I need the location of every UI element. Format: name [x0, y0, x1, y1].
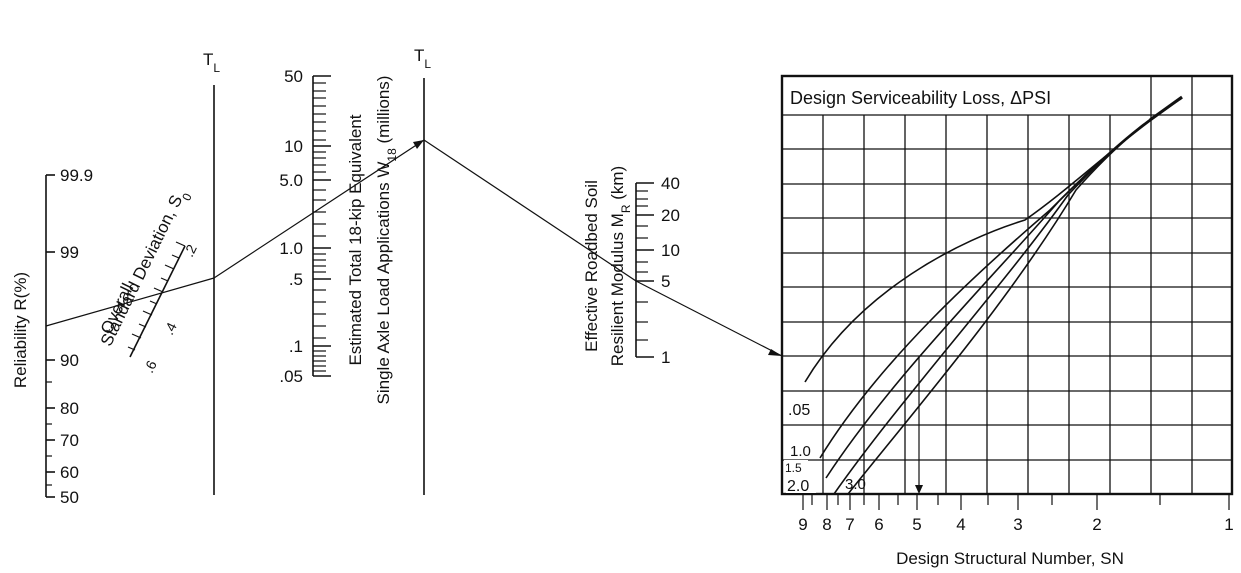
std-dev-tick-label: .4: [160, 320, 180, 338]
w18-tick-label: 5.0: [279, 171, 303, 190]
curve-label: 1.0: [790, 443, 811, 460]
w18-title-line2: Single Axle Load Applications W18 (milli…: [374, 76, 399, 405]
mr-tick-label: 40: [661, 174, 680, 193]
sn-arrowhead: [915, 485, 923, 494]
sn-tick-label: 1: [1224, 515, 1233, 534]
chart-title-box: [786, 80, 1104, 112]
mr-scale: 40 20 10 5 1 Effective Roadbed Soil Resi…: [582, 166, 680, 367]
sn-axis-title: Design Structural Number, SN: [896, 549, 1124, 568]
w18-tick-label: .05: [279, 367, 303, 386]
sn-axis-ticks: [802, 494, 1230, 510]
mr-tick-label: 20: [661, 206, 680, 225]
mr-tick-label: 10: [661, 241, 680, 260]
w18-tick-label: 50: [284, 67, 303, 86]
curve-psi-1.5: [825, 97, 1183, 479]
std-dev-axis-line: [129, 245, 186, 358]
turning-line-2: TL: [414, 46, 431, 495]
mr-ticks: [636, 182, 654, 358]
curve-label-bg: [786, 475, 816, 493]
reliability-tick-label: 99: [60, 243, 79, 262]
sn-tick-label: 7: [845, 515, 854, 534]
mr-tick-label: 1: [661, 348, 670, 367]
w18-tick-label: .5: [289, 270, 303, 289]
w18-tick-label: .1: [289, 337, 303, 356]
chart-grid: [782, 76, 1232, 494]
curve-label: 1.5: [785, 461, 802, 475]
curve-convergence: [1149, 95, 1183, 122]
curve-psi-1.0: [819, 97, 1183, 459]
chart-title: Design Serviceability Loss, ΔPSI: [790, 88, 1051, 108]
path-reliability-to-tl1: [45, 277, 215, 327]
mr-title-line1: Effective Roadbed Soil: [582, 180, 601, 352]
reliability-tick-label: 70: [60, 431, 79, 450]
sn-tick-label: 6: [874, 515, 883, 534]
reliability-ticks: [46, 174, 55, 498]
turning-line-1-label: TL: [203, 50, 220, 75]
w18-scale: 50 10 5.0 1.0 .5 .1 .05 Estimated Total …: [279, 67, 399, 404]
reliability-tick-label: 80: [60, 399, 79, 418]
path-tl2-to-mr: [423, 139, 637, 282]
sn-tick-label: 2: [1092, 515, 1101, 534]
sn-tick-label: 9: [798, 515, 807, 534]
sn-tick-label: 3: [1013, 515, 1022, 534]
sn-tick-label: 8: [822, 515, 831, 534]
std-dev-tick-label: .2: [180, 242, 200, 260]
curve-label: 3.0: [845, 476, 866, 493]
w18-tick-label: 10: [284, 137, 303, 156]
path-arrowhead: [413, 140, 424, 149]
curve-label-bg: [788, 440, 816, 458]
curve-psi-2.0: [833, 97, 1183, 495]
curve-label: .05: [788, 402, 810, 419]
curve-psi-3.0: [847, 97, 1183, 495]
path-tl1-to-tl2: [213, 139, 425, 279]
std-dev-tick-label: .6: [140, 358, 160, 376]
chart-frame: [780, 74, 1234, 496]
curve-label-bg: [786, 398, 818, 418]
reliability-tick-label: 60: [60, 463, 79, 482]
turning-line-2-label: TL: [414, 46, 431, 71]
path-arrowhead: [768, 349, 782, 356]
w18-tick-label: 1.0: [279, 239, 303, 258]
reliability-scale: 99.9 99 90 80 70 60 50 Reliability R(%): [11, 166, 93, 507]
mr-title-line2: Resilient Modulus MR (km): [608, 166, 633, 366]
path-mr-to-chart: [635, 280, 783, 357]
curve-label-bg: [784, 460, 808, 474]
serviceability-curves: [804, 95, 1183, 495]
w18-ticks: [313, 75, 331, 377]
sn-tick-label: 4: [956, 515, 965, 534]
w18-title-line1: Estimated Total 18-kip Equivalent: [346, 114, 365, 365]
design-chart: Design Serviceability Loss, ΔPSI .05 1.0…: [780, 74, 1234, 568]
std-dev-scale: .2 .4 .6 Overall Standard Deviation, S0: [97, 191, 200, 376]
reliability-tick-label: 90: [60, 351, 79, 370]
reliability-tick-label: 50: [60, 488, 79, 507]
solution-path: [45, 139, 783, 357]
sn-tick-label: 5: [912, 515, 921, 534]
mr-tick-label: 5: [661, 272, 670, 291]
curve-label: 2.0: [787, 478, 809, 495]
reliability-axis-title: Reliability R(%): [11, 272, 30, 388]
reliability-tick-label: 99.9: [60, 166, 93, 185]
turning-line-1: TL: [203, 50, 220, 495]
